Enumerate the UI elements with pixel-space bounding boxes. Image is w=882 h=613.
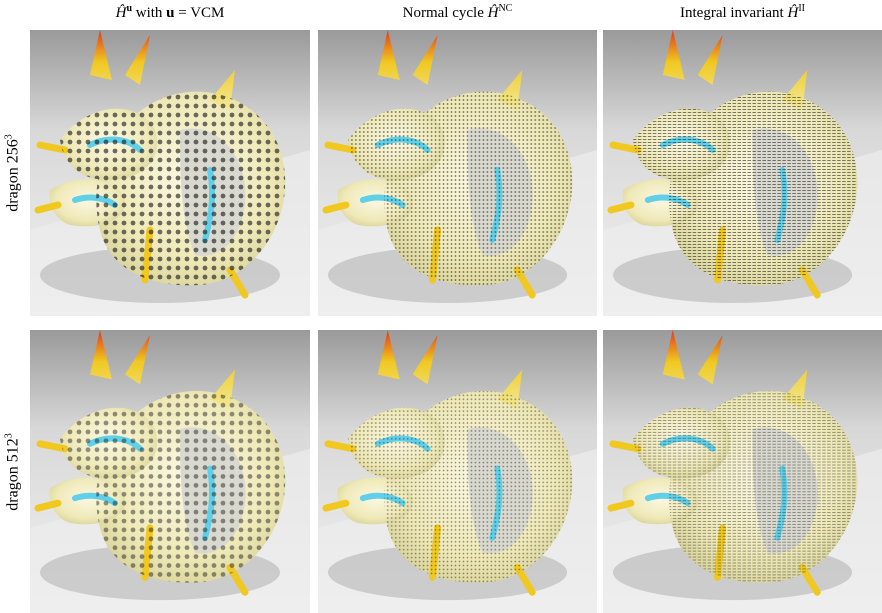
render-panel [603,330,882,613]
text-segment: with [132,5,166,21]
render-panel [603,30,882,316]
row-label: dragon 2563 [3,134,22,211]
render-panel [30,330,310,613]
text-segment: 3 [3,433,14,438]
text-segment: NC [498,3,512,14]
row-header: dragon 5123 [0,330,26,613]
text-segment: Integral invariant [680,5,787,21]
figure: Ĥu with u = VCMNormal cycle ĤNCIntegral … [0,0,882,613]
render-panel [30,30,310,316]
column-header: Integral invariant ĤII [603,3,882,27]
text-segment: u [166,5,174,21]
text-segment: dragon 512 [5,438,22,510]
render-panel [318,330,597,613]
text-segment: II [798,3,805,14]
text-segment: 3 [3,134,14,139]
row-label: dragon 5123 [3,433,22,510]
column-header: Normal cycle ĤNC [318,3,597,27]
text-segment: = VCM [175,5,225,21]
text-segment: Ĥ [787,5,798,21]
text-segment: Ĥ [116,5,127,21]
text-segment: Ĥ [488,5,499,21]
row-header: dragon 2563 [0,30,26,316]
text-segment: dragon 256 [5,139,22,211]
render-panel [318,30,597,316]
column-header: Ĥu with u = VCM [30,3,310,27]
text-segment: Normal cycle [403,5,488,21]
